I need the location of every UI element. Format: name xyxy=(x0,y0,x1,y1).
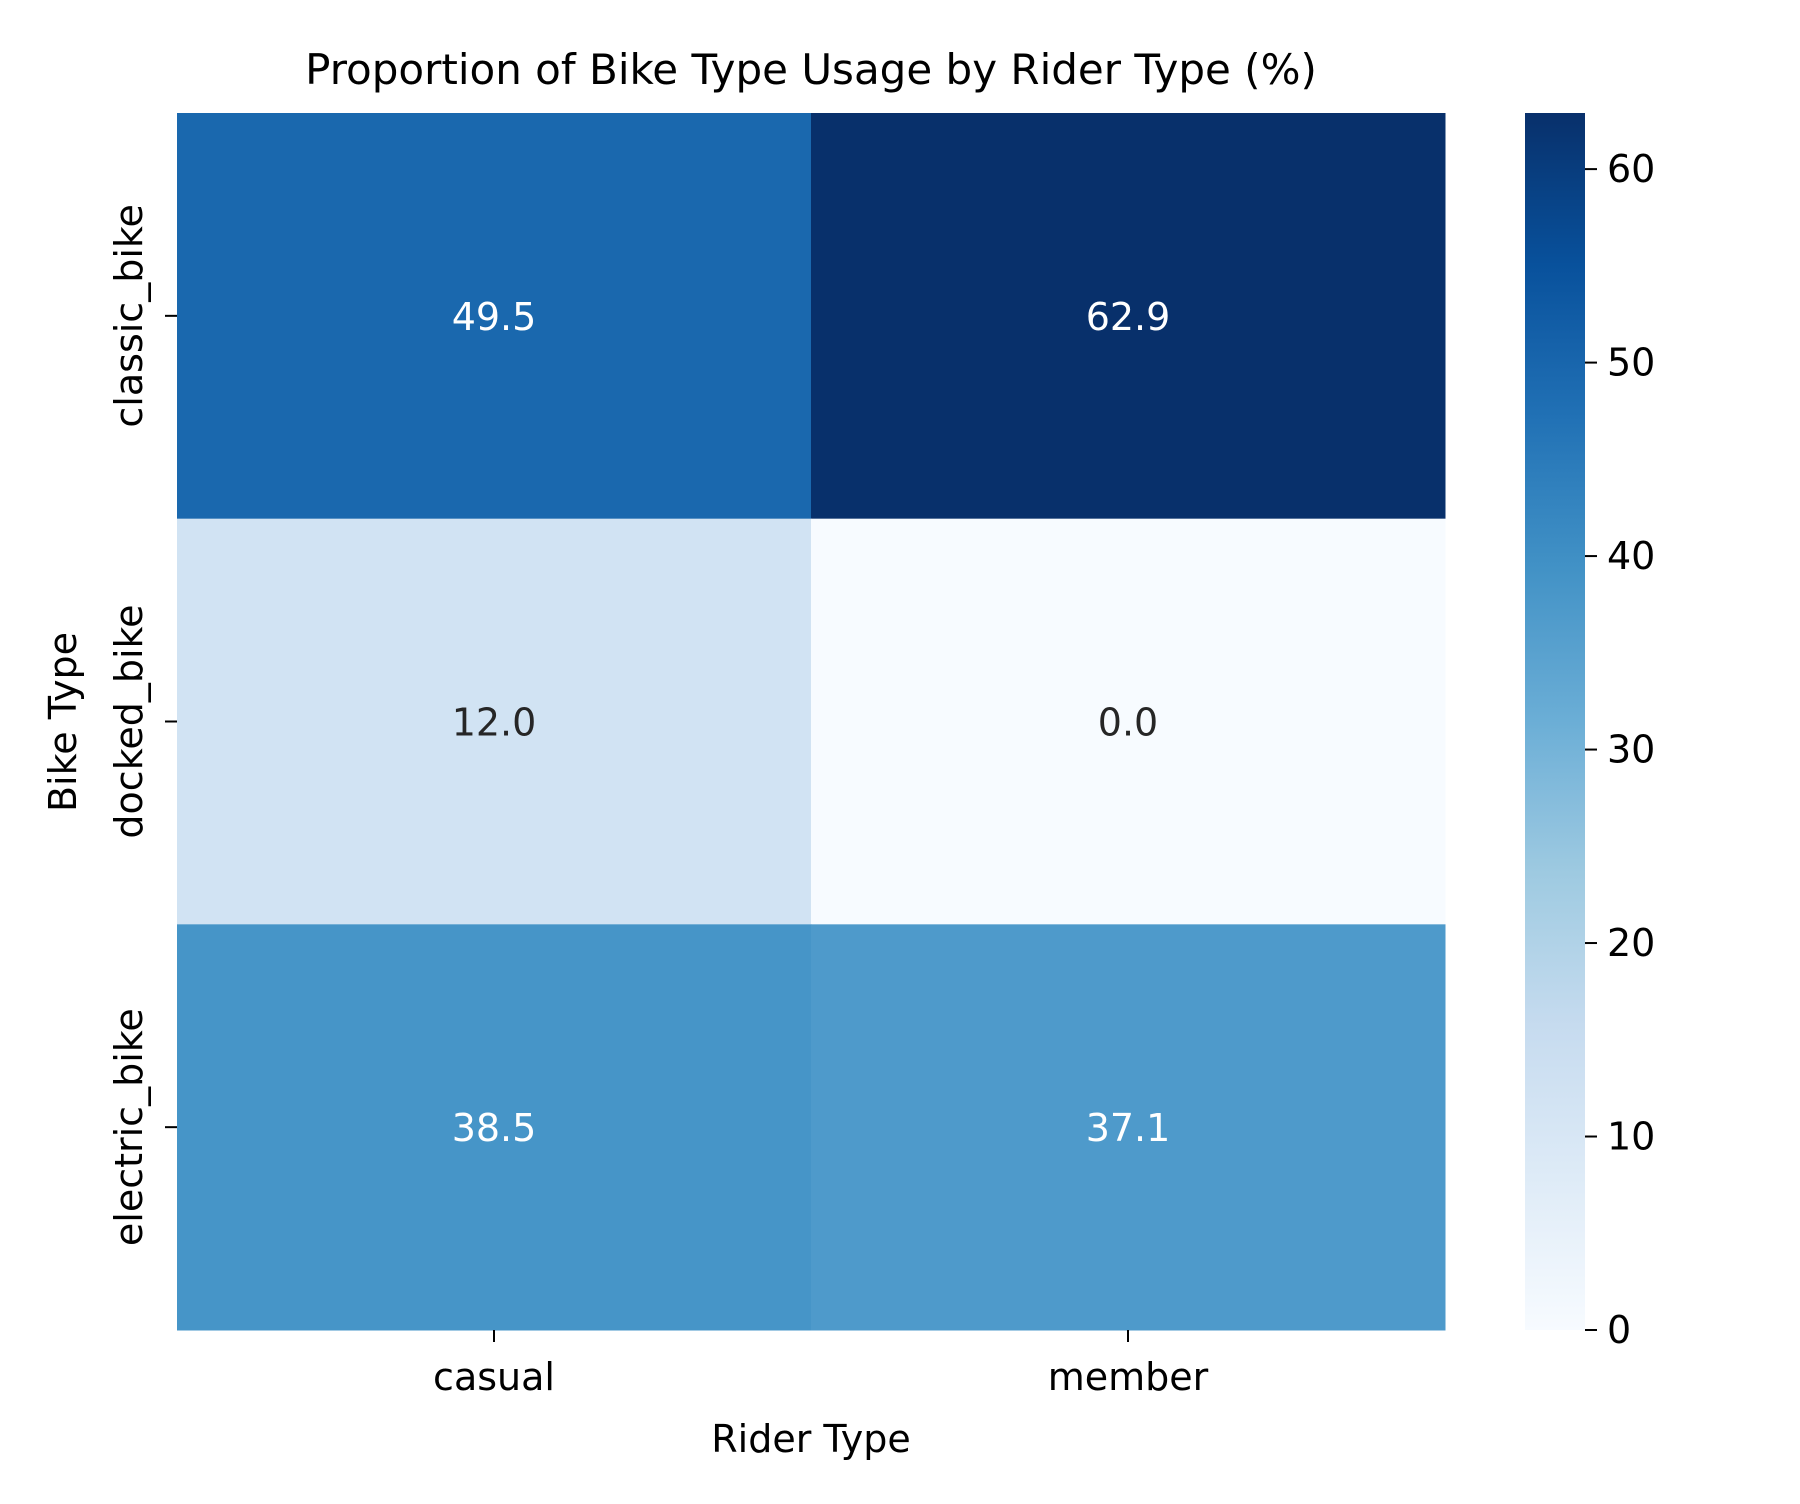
colorbar-gradient xyxy=(1525,113,1585,1330)
colorbar-tick-label: 0 xyxy=(1607,1308,1631,1352)
colorbar: 0 10 20 30 40 50 60 xyxy=(1525,113,1655,1352)
heatmap-cell-electric_bike-casual xyxy=(177,924,812,1331)
colorbar-tick-label: 40 xyxy=(1607,534,1655,578)
cell-value-label: 49.5 xyxy=(452,295,537,339)
heatmap-cells: 49.5 62.9 12.0 0.0 38.5 37.1 xyxy=(177,113,1446,1331)
x-tick-label-member: member xyxy=(1048,1355,1209,1399)
cell-value-label: 0.0 xyxy=(1098,701,1158,745)
heatmap-cell-electric_bike-member xyxy=(811,924,1446,1331)
colorbar-tick-label: 10 xyxy=(1607,1115,1655,1159)
y-tick-label-classic_bike: classic_bike xyxy=(107,204,151,428)
cell-value-label: 37.1 xyxy=(1086,1106,1171,1150)
x-axis-label: Rider Type xyxy=(711,1417,910,1461)
cell-value-label: 62.9 xyxy=(1086,295,1171,339)
heatmap-cell-docked_bike-member xyxy=(811,518,1446,925)
y-tick-label-docked_bike: docked_bike xyxy=(107,604,151,838)
x-axis: casual member xyxy=(433,1330,1209,1399)
y-axis: classic_bike docked_bike electric_bike xyxy=(107,204,177,1246)
cell-value-label: 38.5 xyxy=(452,1106,537,1150)
x-tick-label-casual: casual xyxy=(433,1355,555,1399)
colorbar-tick-label: 60 xyxy=(1607,147,1655,191)
colorbar-tick-label: 30 xyxy=(1607,728,1655,772)
colorbar-tick-label: 20 xyxy=(1607,921,1655,965)
colorbar-tick-label: 50 xyxy=(1607,341,1655,385)
y-tick-label-electric_bike: electric_bike xyxy=(107,1008,151,1246)
y-axis-label: Bike Type xyxy=(41,632,85,812)
heatmap-cell-docked_bike-casual xyxy=(177,518,812,925)
heatmap-cell-classic_bike-member xyxy=(811,113,1446,520)
heatmap-cell-classic_bike-casual xyxy=(177,113,812,520)
cell-value-label: 12.0 xyxy=(452,701,537,745)
chart-title: Proportion of Bike Type Usage by Rider T… xyxy=(305,45,1317,94)
